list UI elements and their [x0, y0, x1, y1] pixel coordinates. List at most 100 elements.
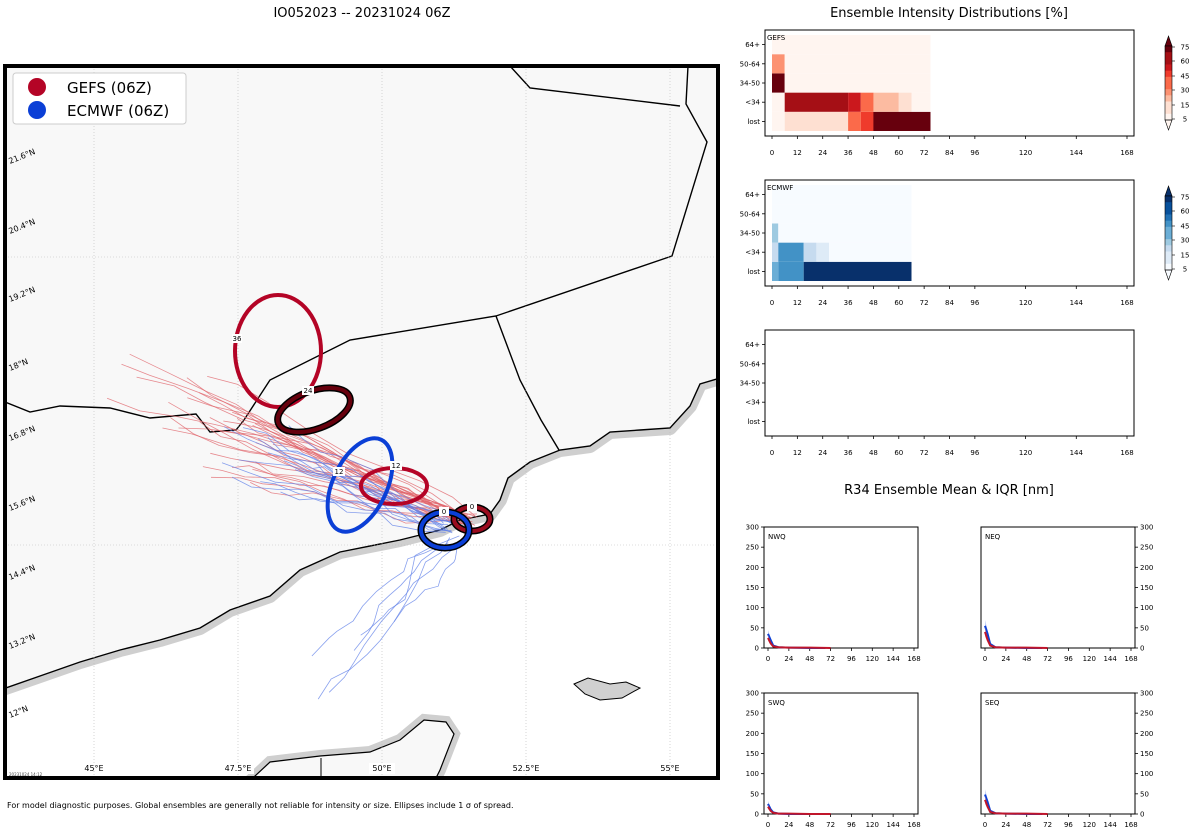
empty-intensity-heatmap: 64+ 50-64 34-50 <34 lost 0 12 24 36 48 60 72 84 96 120…	[740, 329, 1135, 457]
heatmap-cell	[784, 92, 849, 112]
heatmap-cell	[778, 261, 804, 281]
r34-x-tick-label: 120	[866, 655, 879, 663]
figure-title: IO052023 -- 20231024 06Z	[273, 6, 450, 21]
heatmap-cell	[772, 54, 785, 74]
r34-y-tick-label: 200	[746, 564, 759, 572]
y-tick-label: <34	[745, 399, 760, 407]
r34-x-tick-label: 120	[866, 821, 879, 829]
x-tick-label: 168	[1120, 299, 1133, 307]
y-tick-label: 34-50	[740, 230, 760, 238]
colorbar-segment	[1165, 113, 1172, 121]
colorbar-segment	[1165, 83, 1172, 90]
r34-y-tick-label: 150	[746, 584, 759, 592]
r34-y-tick-label: 250	[746, 710, 759, 718]
heatmap-cell	[803, 261, 912, 281]
r34-x-tick-label: 72	[1043, 821, 1052, 829]
r34-x-tick-label: 144	[1103, 655, 1117, 663]
r34-x-tick-label: 48	[805, 655, 814, 663]
colorbar-segment	[1165, 239, 1172, 246]
x-tick-label: 72	[920, 299, 929, 307]
r34-x-tick-label: 72	[1043, 655, 1052, 663]
x-tick-label: 72	[920, 149, 929, 157]
r34-y-tick-label: 200	[746, 730, 759, 738]
colorbar-tick-label: 30	[1181, 237, 1190, 245]
ensemble-track-line	[276, 436, 467, 518]
ensemble-track-line	[186, 377, 471, 520]
colorbar-segment	[1165, 52, 1172, 59]
ensemble-track-line	[106, 397, 460, 519]
r34-y-tick-label: 150	[746, 750, 759, 758]
x-tick-label: 12	[793, 149, 802, 157]
gefs-ellipse-36h	[233, 293, 323, 409]
x-tick-label: 0	[770, 449, 774, 457]
r34-x-tick-label: 144	[1103, 821, 1117, 829]
r34-quadrant-label: SEQ	[985, 699, 1000, 707]
y-tick-label: 50-64	[740, 60, 761, 68]
lon-label: 55°E	[660, 764, 679, 773]
colorbar-tick-label: 5	[1183, 116, 1187, 124]
ensemble-track-line	[311, 544, 444, 657]
y-tick-label: lost	[747, 118, 760, 126]
gefs-colorbar: 5 15 30 45 60 75	[1164, 35, 1190, 131]
x-tick-label: 12	[793, 449, 802, 457]
r34-x-tick-label: 120	[1083, 655, 1096, 663]
r34-frame	[763, 692, 919, 815]
r34-x-tick-label: 0	[766, 655, 770, 663]
r34-mean-line-gefs	[984, 799, 1048, 815]
r34-panel-nwq: NWQ 0 50 100 150 200 250 300 0 24 48 72 96 120 144 168	[746, 524, 921, 664]
r34-y-tick-label: 0	[755, 645, 759, 653]
x-tick-label: 96	[970, 149, 979, 157]
y-tick-label: 64+	[745, 191, 760, 199]
ensemble-track-line	[254, 423, 468, 521]
heatmap-cell	[848, 111, 861, 131]
r34-panel-swq: SWQ 0 50 100 150 200 250 300 0 24 48 72 96 120 144 168	[746, 690, 921, 830]
colorbar-segment	[1165, 95, 1172, 102]
r34-mean-line-gefs	[767, 637, 831, 649]
r34-y-tick-label: 250	[746, 544, 759, 552]
colorbar-tick-label: 5	[1183, 266, 1187, 274]
ellipse-label-ecmwf-12: 12	[335, 468, 344, 476]
r34-x-tick-label: 0	[766, 821, 770, 829]
colorbar-segment	[1165, 245, 1172, 252]
colorbar-segment	[1165, 76, 1172, 84]
r34-y-tick-label: 50	[1140, 624, 1149, 632]
x-tick-label: 36	[844, 449, 853, 457]
heatmap-cell	[848, 92, 861, 112]
x-tick-label: 60	[894, 299, 903, 307]
x-tick-label: 168	[1120, 449, 1133, 457]
x-tick-label: 96	[970, 299, 979, 307]
heatmap-cell	[829, 242, 912, 262]
r34-x-tick-label: 144	[886, 655, 900, 663]
r34-x-tick-label: 0	[983, 655, 987, 663]
heatmap-cell	[784, 73, 931, 93]
legend-ecmwf-label: ECMWF (06Z)	[67, 102, 169, 120]
colorbar-segment	[1165, 70, 1172, 78]
x-tick-label: 48	[869, 149, 878, 157]
ensemble-track-line	[223, 426, 452, 523]
y-tick-label: 34-50	[740, 80, 760, 88]
r34-frame	[980, 526, 1136, 649]
x-tick-label: 144	[1070, 149, 1084, 157]
legend-ecmwf-marker	[28, 101, 46, 119]
intensity-title: Ensemble Intensity Distributions [%]	[830, 6, 1068, 21]
heatmap-cell	[772, 35, 931, 55]
y-tick-label: <34	[745, 249, 760, 257]
ensemble-track-line	[393, 543, 458, 623]
colorbar-tick-label: 60	[1181, 58, 1190, 66]
r34-x-tick-label: 24	[784, 821, 793, 829]
ellipse-label-ecmwf-0: 0	[442, 508, 446, 516]
legend-gefs-marker	[28, 78, 46, 96]
r34-frame	[763, 526, 919, 649]
ellipse-labels: 36 24 12 0 12 0	[232, 334, 477, 516]
heatmap-cell	[772, 242, 779, 262]
x-tick-label: 120	[1019, 299, 1032, 307]
colorbar-tick-label: 45	[1181, 223, 1190, 231]
heatmap-cell	[778, 242, 804, 262]
ensemble-track-line	[207, 376, 478, 518]
x-tick-label: 96	[970, 449, 979, 457]
ensemble-track-line	[267, 452, 452, 524]
ecmwf-colorbar: 5 15 30 45 60 75	[1164, 185, 1190, 281]
x-tick-label: 48	[869, 449, 878, 457]
y-tick-label: 50-64	[740, 210, 761, 218]
r34-x-tick-label: 144	[886, 821, 900, 829]
